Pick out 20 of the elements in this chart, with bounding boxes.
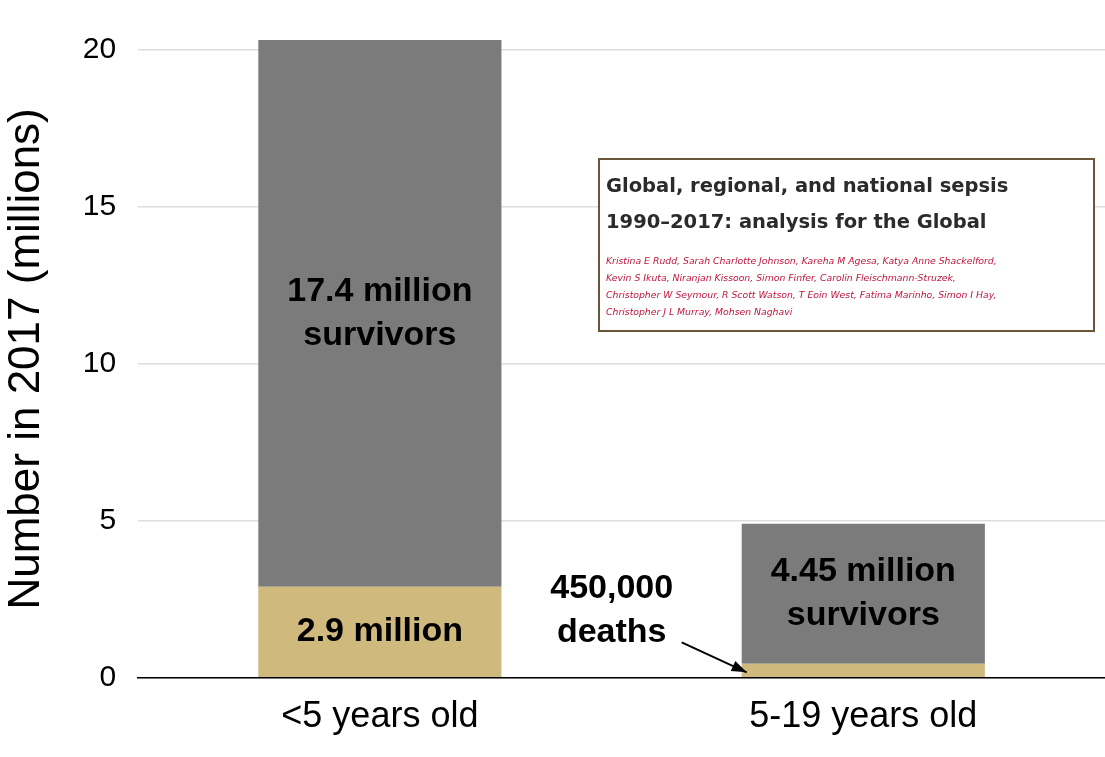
data-label: 2.9 million bbox=[296, 610, 464, 649]
y-axis-title: Number in 2017 (millions) bbox=[0, 108, 48, 610]
y-tick-label: 20 bbox=[82, 30, 117, 64]
annotation: 1990–2017: analysis for the Global bbox=[606, 209, 988, 235]
annotation: Kevin S Ikuta, Niranjan Kissoon, Simon Finfer, Carolin Fleischmann-Struzek, bbox=[606, 271, 957, 285]
annotation: 450,000 deaths bbox=[550, 566, 674, 649]
y-tick-label: 5 bbox=[99, 501, 117, 535]
annotation: Kristina E Rudd, Sarah Charlotte Johnson, Kareha M Agesa, Katya Anne Shackelford, bbox=[606, 254, 998, 268]
annotation: Christopher J L Murray, Mohsen Naghavi bbox=[606, 305, 794, 319]
annotation: Christopher W Seymour, R Scott Watson, T Eoin West, Fatima Marinho, Simon I Hay, bbox=[606, 288, 998, 302]
bar bbox=[258, 40, 502, 587]
y-tick-label: 0 bbox=[99, 659, 117, 693]
data-label: 17.4 million survivors bbox=[287, 269, 473, 352]
y-tick-label: 10 bbox=[82, 344, 117, 378]
bar bbox=[258, 586, 502, 678]
x-tick-label: <5 years old bbox=[281, 694, 479, 736]
annotation: Global, regional, and national sepsis bbox=[606, 173, 1010, 199]
y-tick-label: 15 bbox=[82, 187, 117, 221]
x-tick-label: 5-19 years old bbox=[749, 694, 978, 736]
data-label: 4.45 million survivors bbox=[770, 550, 956, 633]
